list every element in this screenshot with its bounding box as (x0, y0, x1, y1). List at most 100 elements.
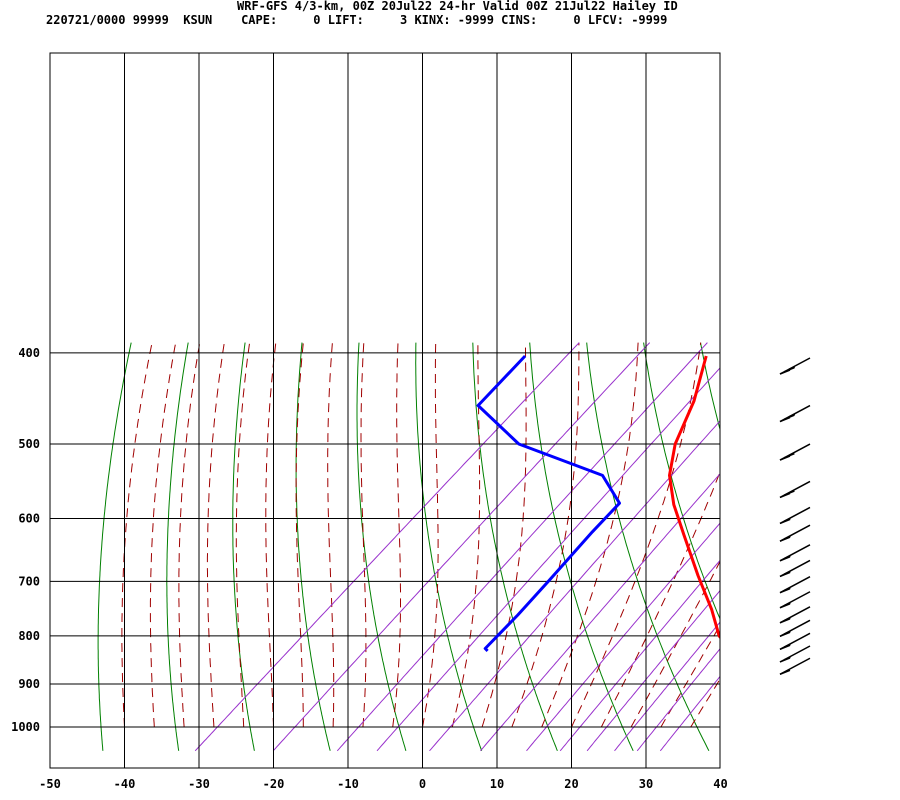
wind-barb-half-feather (788, 413, 796, 418)
mixing-ratio-line (636, 648, 720, 752)
dewpoint-trace (476, 354, 621, 652)
dry-adiabat (814, 343, 900, 751)
wind-barb-half-feather (784, 517, 791, 522)
moist-adiabat (392, 342, 401, 728)
moist-adiabat (600, 470, 720, 728)
moist-adiabat (750, 343, 900, 727)
wind-barb-half-feather (784, 570, 791, 575)
moist-adiabat (360, 342, 367, 728)
wind-barb-half-feather (784, 617, 791, 622)
moist-adiabat (422, 342, 439, 728)
mixing-ratio-line (272, 342, 651, 752)
dry-adiabat (356, 342, 407, 751)
wind-barb (779, 619, 811, 637)
moist-adiabat (721, 343, 900, 727)
wind-barb (779, 443, 811, 461)
y-tick-label: 900 (18, 677, 40, 691)
moist-adiabat (327, 342, 335, 728)
wind-barb (779, 632, 811, 651)
wind-barb (779, 559, 811, 578)
mixing-ratio-line (614, 621, 720, 752)
dry-adiabat (415, 342, 483, 751)
x-tick-label: -40 (114, 777, 136, 791)
y-tick-label: 800 (18, 629, 40, 643)
wind-barb (779, 645, 811, 663)
moist-adiabat (295, 342, 304, 727)
y-tick-label: 700 (18, 574, 40, 588)
mixing-ratio-line (659, 675, 720, 752)
mixing-ratio-line (336, 342, 708, 752)
moist-adiabat (481, 342, 527, 728)
wind-barbs (779, 357, 811, 675)
chart-title: WRF-GFS 4/3-km, 00Z 20Jul22 24-hr Valid … (237, 0, 678, 13)
moist-adiabat (206, 342, 225, 728)
tick-labels: -50 -40 -30 -20 -10 0 10 20 30 40 400 500 600 700 800 9… (11, 346, 728, 791)
mixing-ratio-line (376, 367, 720, 752)
mixing-ratio-line (194, 342, 580, 752)
moist-adiabat (630, 560, 720, 728)
x-tick-label: 0 (419, 777, 426, 791)
mixing-ratio-line (429, 420, 720, 752)
mixing-ratio-line (480, 473, 720, 752)
wind-barb (779, 544, 811, 562)
moist-adiabat (149, 342, 177, 728)
wind-barb-half-feather (784, 602, 791, 607)
dry-adiabat (529, 342, 634, 752)
wind-barb-feather (779, 669, 791, 675)
moist-adiabat (511, 342, 580, 728)
moist-adiabat (541, 342, 639, 728)
wind-barb-feather (784, 490, 795, 496)
y-tick-label: 1000 (11, 720, 40, 734)
dry-adiabat (700, 342, 720, 431)
dry-adiabat (586, 342, 710, 752)
dry-adiabat (295, 342, 331, 751)
dry-adiabat (643, 342, 720, 621)
x-tick-label: 10 (490, 777, 504, 791)
mixing-ratio-line (586, 589, 720, 752)
station-info-line: 220721/0000 99999 KSUN CAPE: 0 LIFT: 3 K… (46, 13, 668, 27)
x-tick-label: 40 (713, 777, 727, 791)
dry-adiabat (97, 342, 132, 751)
moist-adiabat (235, 342, 251, 728)
wind-barb-half-feather (784, 587, 791, 592)
y-tick-label: 600 (18, 511, 40, 525)
wind-barb (779, 480, 811, 499)
y-tick-label: 500 (18, 437, 40, 451)
wind-barb (779, 506, 811, 525)
wind-barb-half-feather (784, 555, 791, 560)
dry-adiabat (871, 343, 900, 751)
mixing-ratio-line (559, 559, 720, 752)
wind-barb (779, 591, 811, 609)
wind-barb (779, 524, 811, 542)
plot-frame (49, 52, 721, 769)
moist-adiabat (121, 342, 153, 728)
background-lines (97, 342, 900, 752)
temperature-trace (668, 355, 720, 640)
x-tick-label: -30 (188, 777, 210, 791)
moist-adiabat (660, 624, 720, 728)
x-tick-label: 30 (639, 777, 653, 791)
dry-adiabat (232, 342, 255, 751)
wind-barb-half-feather (784, 656, 791, 661)
moist-adiabat (571, 342, 702, 728)
wind-barb (779, 606, 811, 624)
moist-adiabat (178, 342, 201, 728)
x-tick-label: -10 (337, 777, 359, 791)
wind-barb-half-feather (788, 366, 796, 370)
y-tick-label: 400 (18, 346, 40, 360)
wind-barb (779, 404, 811, 423)
x-tick-label: -50 (39, 777, 61, 791)
wind-barb-half-feather (784, 630, 791, 635)
grid-lines (50, 53, 720, 768)
wind-barb (779, 657, 811, 675)
x-tick-label: -20 (263, 777, 285, 791)
wind-barb (779, 576, 811, 594)
moist-adiabat (690, 678, 720, 728)
wind-barb (779, 357, 811, 375)
wind-barb-half-feather (784, 535, 791, 540)
moist-adiabat (265, 342, 277, 728)
moist-adiabat (451, 342, 481, 728)
x-tick-label: 20 (564, 777, 578, 791)
dry-adiabat (757, 343, 900, 751)
